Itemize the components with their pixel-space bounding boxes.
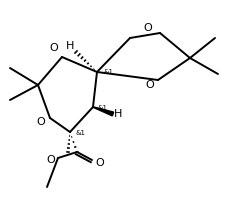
Text: H: H xyxy=(114,109,122,119)
Text: O: O xyxy=(144,23,152,33)
Text: &1: &1 xyxy=(97,105,107,111)
Text: O: O xyxy=(50,43,58,53)
Text: O: O xyxy=(96,158,104,168)
Polygon shape xyxy=(93,107,114,116)
Text: &1: &1 xyxy=(76,130,86,136)
Text: O: O xyxy=(47,155,55,165)
Text: &1: &1 xyxy=(103,69,113,75)
Text: O: O xyxy=(37,117,45,127)
Text: O: O xyxy=(146,80,154,90)
Text: H: H xyxy=(66,41,74,51)
